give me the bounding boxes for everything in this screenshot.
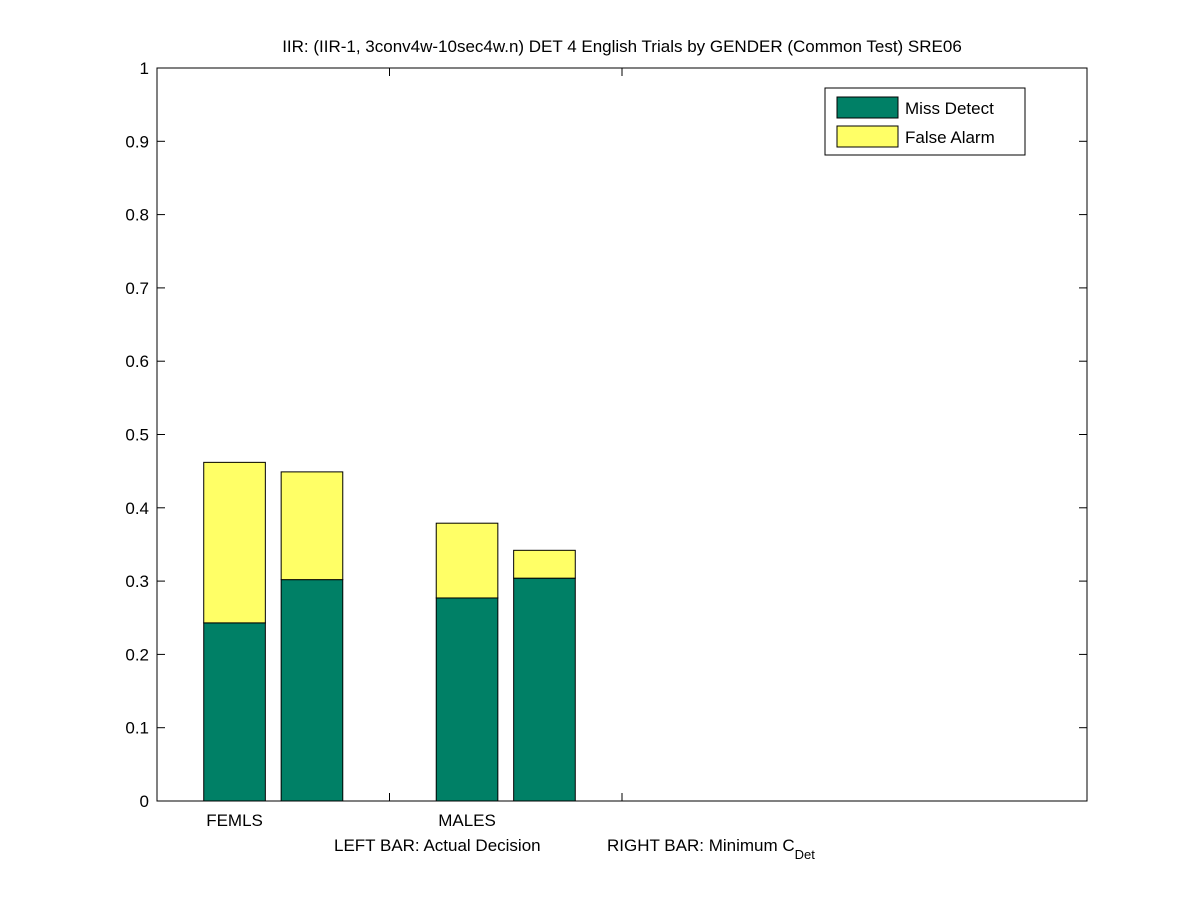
legend-label-miss-detect: Miss Detect bbox=[905, 99, 994, 118]
x-category-label: FEMLS bbox=[206, 811, 263, 830]
x-axis-label-right: RIGHT BAR: Minimum CDet bbox=[607, 836, 815, 862]
x-category-label: MALES bbox=[438, 811, 496, 830]
y-tick-label: 0.7 bbox=[125, 279, 149, 298]
y-tick-label: 0.8 bbox=[125, 206, 149, 225]
legend-swatch-miss-detect bbox=[836, 96, 899, 119]
bar-males-actual-false-alarm bbox=[435, 522, 499, 599]
bar-femls-minimum-miss-detect bbox=[280, 579, 344, 802]
y-tick-label: 0.4 bbox=[125, 499, 149, 518]
x-axis-label-right-main: RIGHT BAR: Minimum C bbox=[607, 836, 795, 855]
y-tick-label: 0.5 bbox=[125, 426, 149, 445]
y-tick-label: 0.6 bbox=[125, 352, 149, 371]
y-tick-label: 1 bbox=[140, 59, 149, 78]
y-tick-label: 0.1 bbox=[125, 719, 149, 738]
y-tick-label: 0.2 bbox=[125, 645, 149, 664]
x-axis-ticks bbox=[389, 68, 623, 801]
legend: Miss Detect False Alarm bbox=[824, 87, 1026, 156]
bars-group bbox=[203, 461, 576, 802]
x-axis-label-left: LEFT BAR: Actual Decision bbox=[334, 836, 541, 855]
y-tick-label: 0 bbox=[140, 792, 149, 811]
x-axis-category-labels: FEMLS MALES bbox=[206, 811, 496, 830]
x-axis-label-right-subscript: Det bbox=[795, 847, 816, 862]
y-tick-label: 0.3 bbox=[125, 572, 149, 591]
bar-males-actual-miss-detect bbox=[435, 597, 499, 802]
bar-femls-actual-miss-detect bbox=[203, 622, 266, 802]
legend-swatch-false-alarm bbox=[836, 125, 899, 148]
bar-males-minimum-miss-detect bbox=[513, 577, 576, 802]
legend-label-false-alarm: False Alarm bbox=[905, 128, 995, 147]
y-axis: 0 0.1 0.2 0.3 0.4 0.5 0.6 0.7 0.8 0.9 1 bbox=[125, 59, 1087, 811]
bar-femls-actual-false-alarm bbox=[203, 461, 266, 624]
y-tick-label: 0.9 bbox=[125, 132, 149, 151]
chart-title: IIR: (IIR-1, 3conv4w-10sec4w.n) DET 4 En… bbox=[282, 37, 962, 56]
bar-males-minimum-false-alarm bbox=[513, 549, 576, 579]
bar-femls-minimum-false-alarm bbox=[280, 471, 344, 581]
